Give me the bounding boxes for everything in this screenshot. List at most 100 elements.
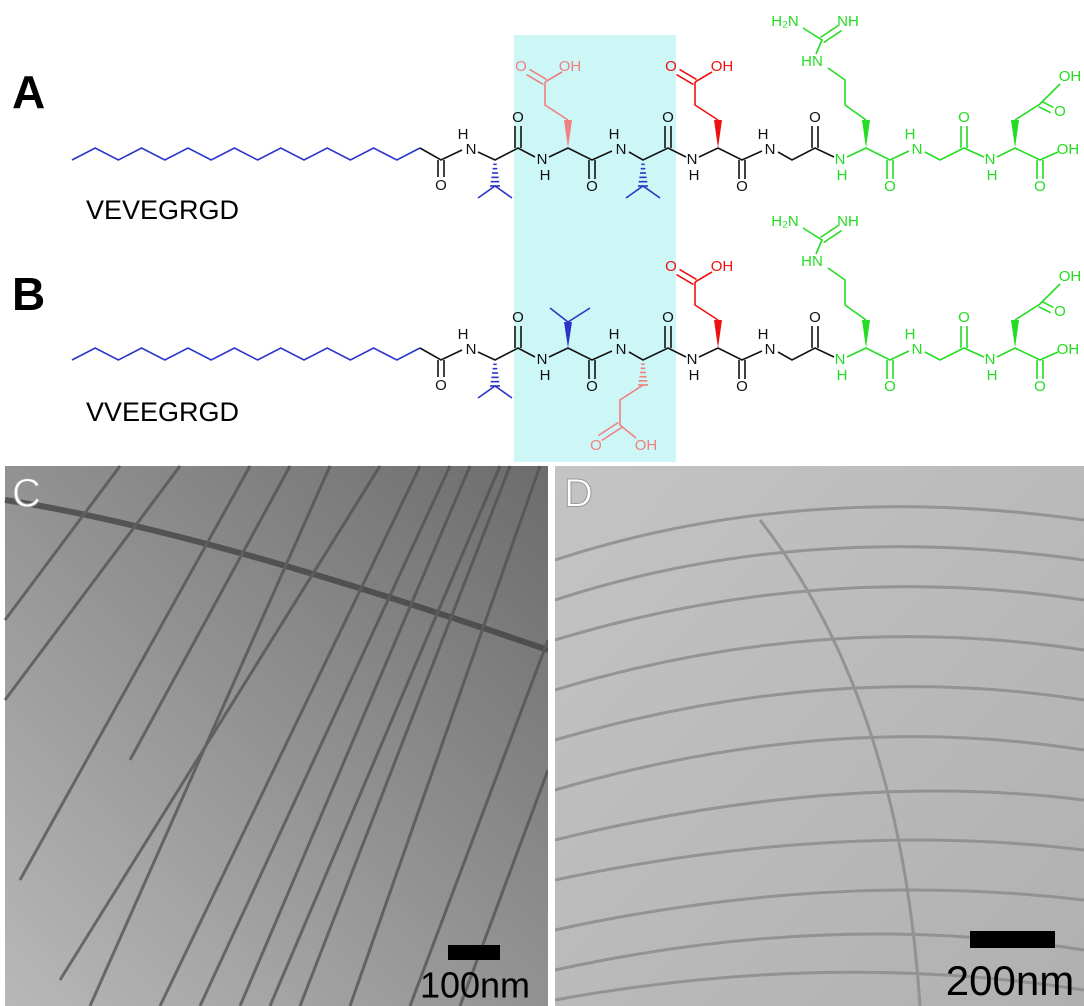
atom-label: O [586,378,598,395]
atom-label: O [736,378,748,395]
atom-label: NH [837,213,859,230]
atom-label: H [837,167,848,184]
bond [478,386,512,398]
bond [828,268,866,320]
bond [695,282,718,320]
figure: OHNONHOHNONHOHNONHOHNONHOOHOHOOOHOOHH₂NN… [0,0,1084,1006]
atom-label: NH [837,13,859,30]
atom-label: HN [801,253,823,270]
scale-bar-label: 100nm [420,965,530,1006]
wedge-bond [1011,320,1019,348]
peptide-name: VVEEGRGD [86,397,239,427]
atom-label: OH [1059,68,1082,85]
atom-label: OH [635,437,658,454]
bond [72,148,420,160]
atom-label: H [987,367,998,384]
atom-label: N [687,351,698,368]
bond [420,148,462,160]
atom-label: O [515,58,527,75]
atom-label: O [1034,378,1046,395]
atom-label: O [665,58,677,75]
atom-label: O [1054,303,1066,320]
scale-bar-label: 200nm [946,957,1074,1004]
wedge-bond [862,320,870,348]
bond [847,148,909,160]
atom-label: N [616,141,627,158]
bond [997,348,1058,360]
atom-label: O [512,309,524,326]
bond [828,68,866,120]
atom-label: H [540,167,551,184]
atom-label: O [662,109,674,126]
bond [803,228,822,254]
atom-label: H₂N [771,213,799,230]
bond [824,230,842,242]
atom-label: N [912,341,923,358]
atom-label: H [837,367,848,384]
atom-label: H [540,367,551,384]
bond [1041,101,1053,107]
bond [1041,301,1053,307]
atom-label: O [809,109,821,126]
atom-label: O [665,258,677,275]
atom-label: N [466,341,477,358]
bond [925,148,984,160]
atom-label: OH [559,58,582,75]
tem-image-d [555,466,1084,1006]
atom-label: N [537,151,548,168]
atom-label: O [884,178,896,195]
bond [478,186,512,198]
atom-label: H [987,167,998,184]
atom-label: N [765,141,776,158]
atom-label: HN [801,53,823,70]
peptide-name: VEVEGRGD [86,195,239,225]
bond [1039,307,1051,313]
bond [699,148,762,160]
bond [997,148,1058,160]
atom-label: O [590,437,602,454]
atom-label: O [586,178,598,195]
panel-label: B [12,268,45,320]
atom-label: O [435,377,447,394]
atom-label: N [687,151,698,168]
atom-label: OH [711,258,734,275]
bond [820,26,838,38]
atom-label: O [884,378,896,395]
atom-label: N [835,351,846,368]
atom-label: H [689,367,700,384]
panel-label: C [12,472,41,516]
separator [548,466,555,1006]
panel-label: D [564,472,593,516]
bond [925,348,984,360]
atom-label: N [765,341,776,358]
atom-label: O [958,309,970,326]
wedge-bond [862,120,870,148]
bond [847,348,909,360]
bond [695,272,712,282]
tem-image-c [5,466,548,1006]
bond [699,348,762,360]
bond [778,148,834,160]
atom-label: O [435,177,447,194]
atom-label: O [958,109,970,126]
bond [695,82,718,120]
bond [695,72,712,82]
wedge-bond [714,120,722,148]
bond [1039,107,1051,113]
bond [778,348,834,360]
atom-label: OH [1059,268,1082,285]
bond [820,226,838,238]
atom-label: N [985,351,996,368]
bond [803,28,822,54]
atom-label: N [616,341,627,358]
highlight-region [514,35,676,462]
atom-label: OH [1057,341,1080,358]
wedge-bond [1011,120,1019,148]
atom-label: N [537,351,548,368]
atom-label: H₂N [771,13,799,30]
atom-label: O [1054,103,1066,120]
atom-label: H [689,167,700,184]
bond [72,348,420,360]
bond [824,30,842,42]
atom-label: N [835,151,846,168]
